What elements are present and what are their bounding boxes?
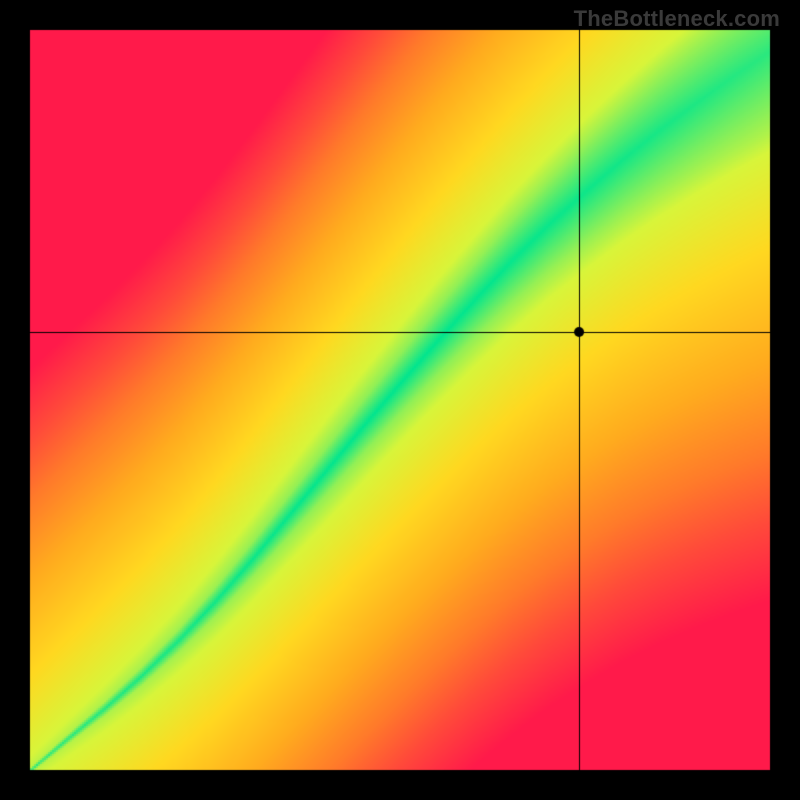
bottleneck-heatmap-container: TheBottleneck.com [0,0,800,800]
watermark-text: TheBottleneck.com [574,6,780,32]
heatmap-canvas [0,0,800,800]
